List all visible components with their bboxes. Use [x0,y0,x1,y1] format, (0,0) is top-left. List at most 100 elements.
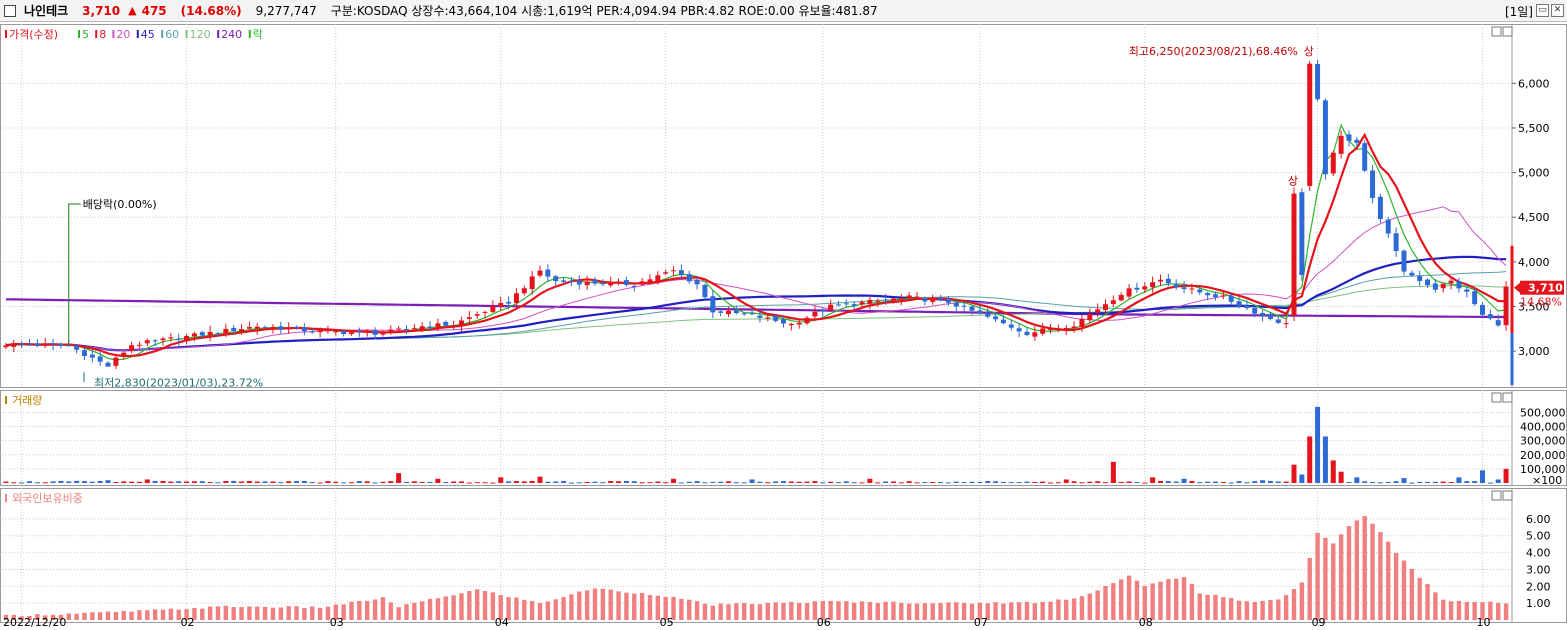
candle-body [1330,152,1336,174]
foreign-bar [1307,557,1312,620]
volume-bar [1417,481,1423,483]
candle-body [191,333,197,337]
volume-bar [184,481,190,483]
volume-bar [490,482,496,484]
candle-body [608,281,614,286]
foreign-tick-label: 5.00 [1526,530,1551,543]
foreign-bar [561,597,566,620]
foreign-bar [317,607,323,620]
volume-bar [231,480,237,483]
volume-bar [1377,482,1383,484]
candle-body [1440,283,1446,289]
foreign-bar [443,596,448,620]
volume-bar [1260,480,1266,483]
x-axis-label: 10 [1477,616,1491,629]
candle-body [1472,291,1478,305]
volume-bar [1095,481,1101,483]
candle-body [105,362,111,367]
foreign-bar [137,610,142,620]
candle-body [1228,295,1234,302]
volume-bar [168,481,174,483]
volume-bar [50,481,56,483]
foreign-bar [1331,543,1336,620]
volume-title: 거래량 [12,394,42,407]
foreign-bar [781,602,786,620]
candle-body [396,328,402,330]
candle-body [875,300,881,302]
candle-body [1354,139,1360,143]
foreign-tick-label: 6.00 [1526,513,1551,526]
stock-stats: 구분:KOSDAQ 상장수:43,664,104 시총:1,619억 PER:4… [330,4,878,18]
volume-bar [1370,482,1376,484]
price-tick-label: 3,000 [1518,345,1550,358]
foreign-bar [152,609,158,620]
candle-body [506,301,512,304]
legend-swatch [217,30,220,38]
maximize-icon [1502,490,1513,501]
candle-body [1189,288,1195,290]
candle-body [993,316,999,320]
candle-body [1126,288,1132,297]
foreign-bar [349,601,354,620]
volume-bar [380,481,386,483]
candle-body [1464,289,1470,292]
volume-bar [356,481,362,483]
foreign-bar [262,606,268,620]
foreign-bar [1087,593,1093,620]
candle-body [820,310,826,312]
foreign-bar [545,601,551,620]
candle-body [616,281,622,283]
candle-body [1110,300,1116,304]
restore-icon[interactable]: ▭ [1536,4,1549,17]
volume-bar [11,482,17,484]
foreign-bar [592,588,598,620]
volume-bar [451,481,457,483]
close-icon[interactable]: ✕ [1551,4,1564,17]
foreign-bar [1456,600,1462,620]
volume-bar [105,480,111,483]
foreign-bar [1346,526,1352,620]
foreign-bar [632,593,637,620]
candle-body [451,325,457,327]
candle-body [160,338,166,341]
ma45-line [5,255,1507,352]
period-selector[interactable]: [1일] [1504,5,1533,19]
foreign-tick-label: 4.00 [1526,547,1551,560]
volume-bar [1173,481,1179,483]
volume-bar [1338,471,1344,483]
volume-bar [1472,481,1478,483]
volume-bar [113,482,119,484]
foreign-bar [891,601,896,620]
foreign-bar [553,599,558,620]
volume-bar [1063,479,1069,483]
candle-body [1063,327,1069,330]
candle-body [804,317,810,324]
volume-bar [301,480,307,483]
candle-body [1024,331,1030,336]
volume-bar [1220,481,1226,483]
candle-body [859,302,865,305]
candle-body [663,272,669,274]
candle-body [655,275,661,282]
volume-bar [1087,481,1093,483]
foreign-bar [726,604,731,620]
select-checkbox[interactable] [4,4,16,17]
volume-bar [81,481,87,483]
foreign-bar [1032,603,1038,620]
volume-bar [608,481,614,483]
candle-body [718,311,724,313]
candle-body [906,295,912,299]
legend-label: 45 [141,28,155,41]
foreign-bar [671,596,676,620]
volume-tick-label: 300,000 [1520,435,1566,448]
candle-body [89,354,95,358]
volume-bar [741,482,747,484]
candle-body [922,298,928,302]
x-axis-label: 07 [974,616,988,629]
foreign-bar [1441,599,1446,620]
minimize-icon [1491,490,1502,501]
candle-body [600,282,606,285]
candle-body [1252,307,1258,314]
foreign-bar [1370,523,1375,620]
candle-body [945,298,951,303]
